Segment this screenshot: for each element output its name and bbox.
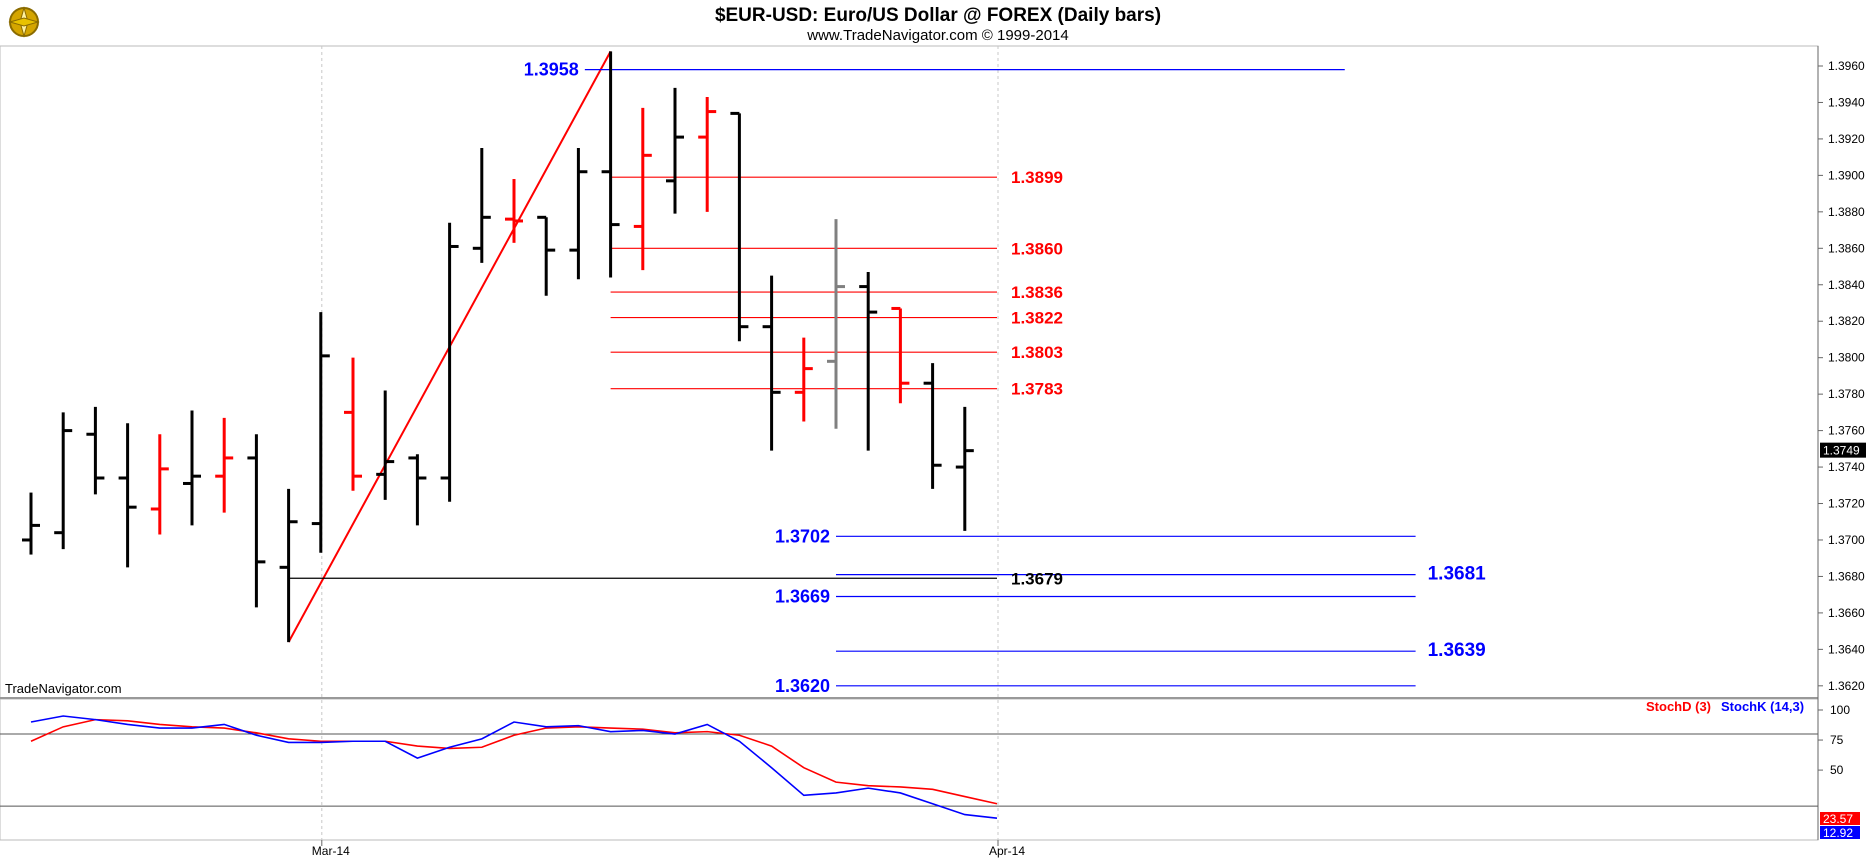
y-tick-label: 1.3720	[1828, 497, 1865, 511]
level-label: 1.3822	[1011, 309, 1063, 328]
stoch-y-tick-label: 50	[1830, 763, 1844, 777]
level-label: 1.3783	[1011, 380, 1063, 399]
level-label: 1.3958	[524, 60, 579, 80]
y-tick-label: 1.3740	[1828, 460, 1865, 474]
ohlc-bar	[827, 219, 845, 429]
ohlc-bar	[891, 306, 910, 404]
ohlc-bar	[601, 51, 620, 278]
stoch-d-last-label: 23.57	[1823, 812, 1853, 826]
ohlc-bar	[183, 410, 201, 526]
stoch-panel	[0, 698, 1819, 841]
stoch-d-legend: StochD (3)	[1646, 699, 1711, 714]
ohlc-bar	[859, 271, 878, 451]
stoch-k-last-label: 12.92	[1823, 826, 1853, 840]
ohlc-bar	[762, 275, 781, 451]
ohlc-bar	[118, 423, 137, 568]
watermark-text: TradeNavigator.com	[5, 681, 122, 696]
ohlc-bar	[408, 454, 427, 526]
y-tick-label: 1.3860	[1828, 241, 1865, 255]
ohlc-bar	[86, 406, 105, 495]
y-tick-label: 1.3880	[1828, 205, 1865, 219]
ohlc-bar	[344, 357, 362, 491]
ohlc-bar	[472, 148, 491, 263]
stoch-y-tick-label: 75	[1830, 733, 1844, 747]
ohlc-bar	[311, 312, 330, 553]
ohlc-bar	[698, 96, 717, 212]
y-tick-label: 1.3640	[1828, 642, 1865, 656]
level-label: 1.3899	[1011, 168, 1063, 187]
y-tick-label: 1.3800	[1828, 351, 1865, 365]
y-tick-label: 1.3840	[1828, 278, 1865, 292]
level-label: 1.3620	[775, 676, 830, 696]
stoch-d-line	[30, 718, 998, 805]
y-tick-label: 1.3780	[1828, 387, 1865, 401]
ohlc-bar	[569, 148, 588, 280]
last-price-box	[1820, 442, 1866, 458]
y-tick-label: 1.3960	[1828, 59, 1865, 73]
level-label: 1.3860	[1011, 239, 1063, 258]
last-price-label: 1.3749	[1823, 444, 1860, 458]
stoch-d-last-box	[1820, 812, 1860, 825]
x-tick-label: Mar-14	[312, 844, 350, 858]
chart-subtitle: www.TradeNavigator.com © 1999-2014	[806, 27, 1068, 44]
trade-navigator-compass-icon	[8, 6, 40, 38]
y-tick-label: 1.3680	[1828, 569, 1865, 583]
ohlc-bar	[150, 434, 169, 535]
ohlc-bar	[54, 412, 73, 550]
stoch-k-last-box	[1820, 826, 1860, 839]
level-label: 1.3679	[1011, 569, 1063, 588]
stoch-y-tick-label: 100	[1830, 703, 1850, 717]
ohlc-bar	[666, 87, 684, 214]
y-tick-label: 1.3760	[1828, 424, 1865, 438]
price-panel	[0, 45, 1819, 699]
level-label: 1.3669	[775, 586, 830, 606]
ohlc-bar	[440, 222, 459, 502]
ohlc-bar	[215, 417, 234, 513]
ohlc-bar	[505, 179, 523, 243]
ohlc-bar	[279, 488, 298, 643]
level-label: 1.3702	[775, 526, 830, 546]
chart-title: $EUR-USD: Euro/US Dollar @ FOREX (Daily …	[715, 5, 1161, 26]
ohlc-bar	[376, 390, 395, 500]
y-tick-label: 1.3820	[1828, 314, 1865, 328]
level-label: 1.3681	[1428, 564, 1487, 585]
y-tick-label: 1.3920	[1828, 132, 1865, 146]
ohlc-bar	[923, 363, 942, 489]
ohlc-bar	[22, 492, 40, 555]
x-tick-label: Apr-14	[989, 844, 1025, 858]
ohlc-bar	[955, 406, 974, 531]
level-label: 1.3803	[1011, 343, 1063, 362]
ohlc-bar	[730, 111, 749, 342]
stoch-k-line	[30, 715, 998, 819]
ohlc-bar	[633, 107, 652, 271]
y-tick-label: 1.3940	[1828, 95, 1865, 109]
stoch-k-legend: StochK (14,3)	[1721, 699, 1804, 714]
y-tick-label: 1.3900	[1828, 168, 1865, 182]
ohlc-bar	[247, 434, 266, 608]
ohlc-bar	[537, 215, 556, 296]
y-tick-label: 1.3620	[1828, 679, 1865, 693]
level-label: 1.3639	[1428, 640, 1486, 661]
y-tick-label: 1.3700	[1828, 533, 1865, 547]
ohlc-bar	[794, 337, 813, 422]
y-tick-label: 1.3660	[1828, 606, 1865, 620]
level-label: 1.3836	[1011, 283, 1063, 302]
